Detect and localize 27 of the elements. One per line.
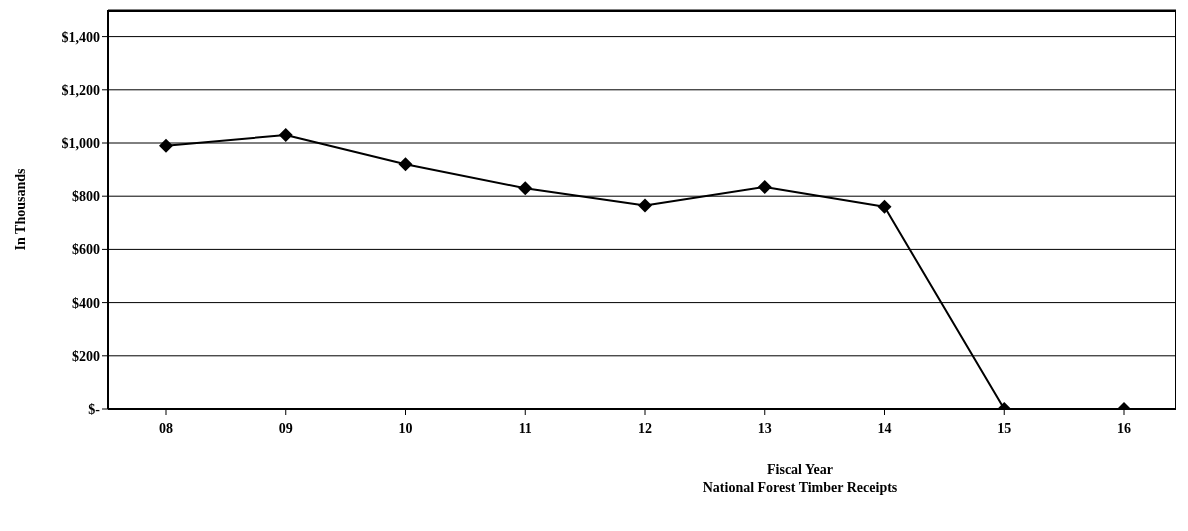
- point: [638, 198, 652, 213]
- x-tick-label: 16: [1117, 420, 1131, 436]
- y-tick-label: $1,200: [61, 82, 100, 98]
- y-axis-title: In Thousands: [12, 168, 28, 251]
- x-tick-label: 13: [757, 420, 772, 436]
- y-tick-label: $600: [72, 242, 100, 258]
- x-axis-title: Fiscal Year: [766, 461, 834, 479]
- x-tick-label: 11: [518, 420, 532, 436]
- x-tick-label: 09: [278, 420, 293, 436]
- x-tick-label: 14: [877, 420, 892, 436]
- x-tick-label: 15: [997, 420, 1012, 436]
- y-tick-label: $800: [72, 189, 100, 205]
- y-tick-label: $1,000: [61, 135, 100, 151]
- y-tick-label: $-: [88, 401, 101, 417]
- y-tick-label: $400: [72, 295, 100, 311]
- point: [877, 199, 892, 214]
- x-tick-label: 12: [638, 420, 652, 436]
- x-tick-label: 10: [398, 420, 413, 436]
- y-tick-label: $200: [72, 348, 100, 364]
- point: [159, 138, 173, 153]
- y-tick-label: $1,400: [61, 29, 100, 45]
- point: [398, 157, 413, 172]
- x-tick-label: 08: [159, 420, 173, 436]
- point: [518, 181, 533, 196]
- text: National Forest Timber Receipts: [701, 479, 899, 497]
- point: [278, 128, 293, 143]
- point: [757, 179, 772, 194]
